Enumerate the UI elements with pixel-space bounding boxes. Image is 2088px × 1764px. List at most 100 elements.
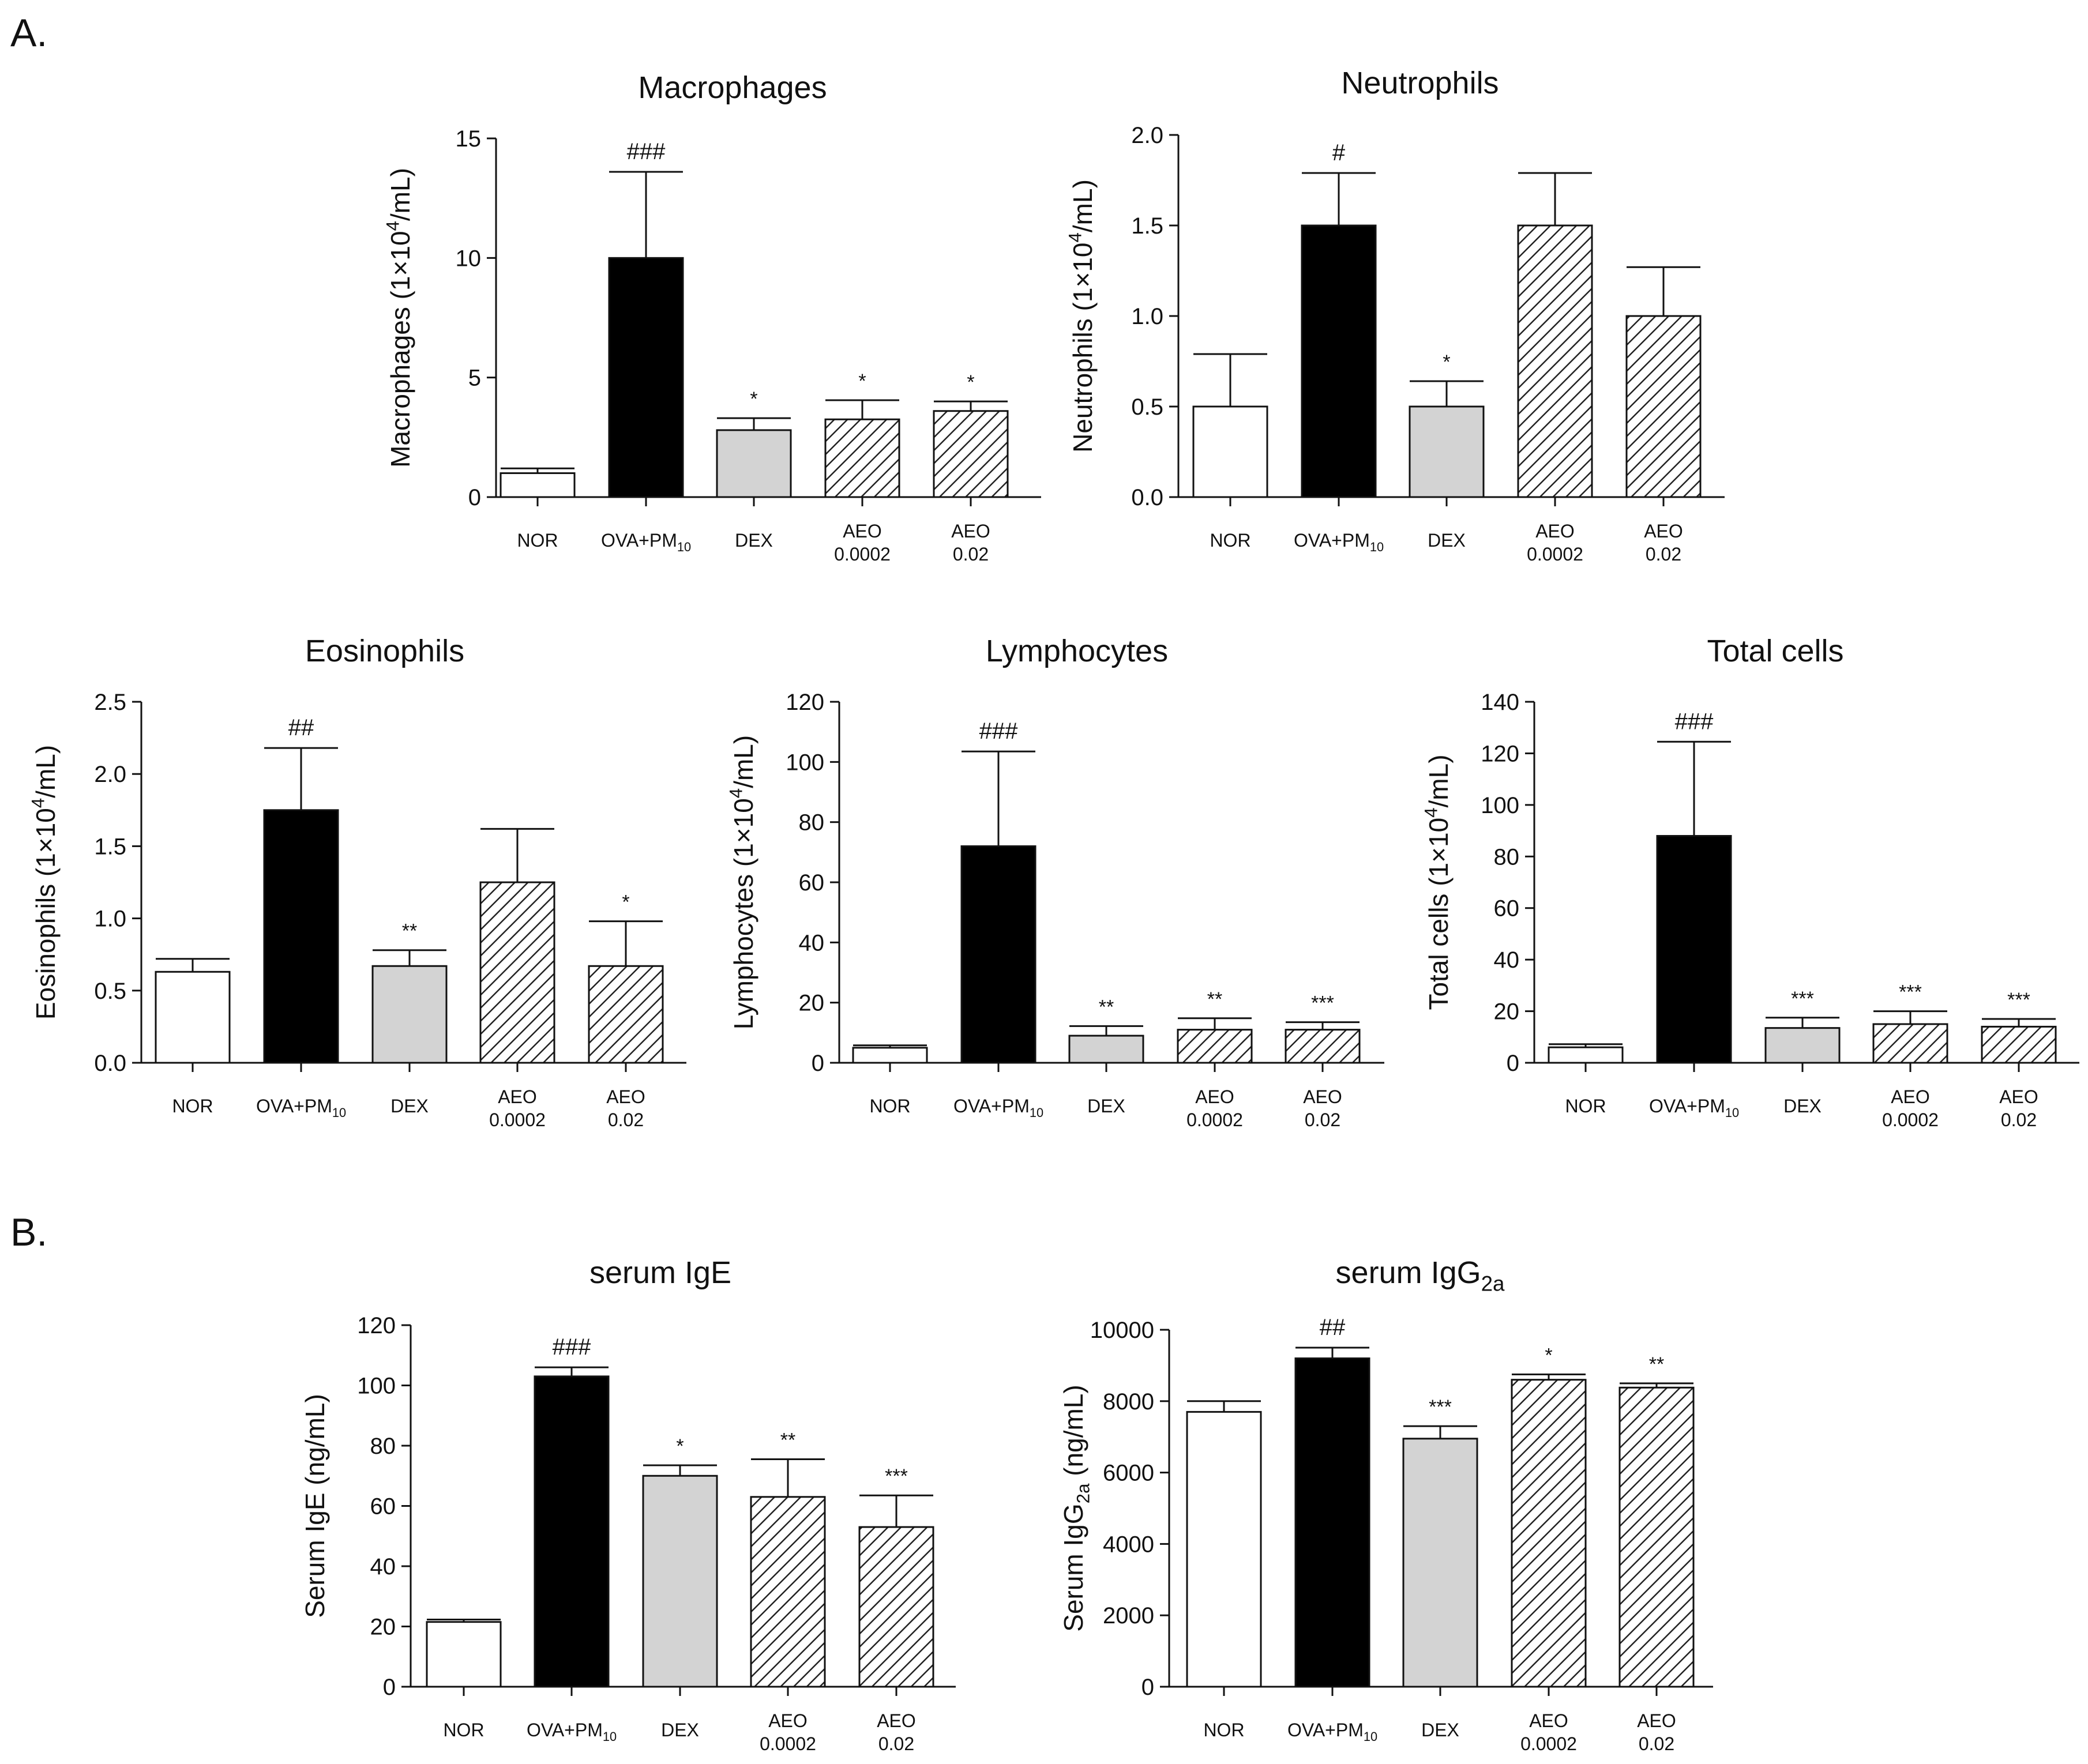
chart-title: Total cells [1707,634,1843,668]
y-axis-label: Eosinophils (1×104​/mL) [28,745,61,1020]
category-label: AEO 0.02 [877,1710,916,1754]
chart-eosinophils: Eosinophils Eosinophils (1×104​/mL) 0.0 0.5… [28,634,686,1130]
y-tick-label: 40 [1494,947,1520,973]
y-tick-label: 60 [370,1494,396,1519]
y-tick-label: 80 [799,810,825,836]
category-label: AEO 0.02 [951,521,990,565]
y-tick-label: 2.0 [1131,123,1163,148]
category-label: AEO 0.0002 [1882,1086,1939,1130]
bar [642,1475,718,1688]
y-tick-label: 2.0 [94,762,126,787]
category-label: NOR [869,1096,910,1116]
significance-label: ### [553,1334,591,1360]
significance-label: ### [979,719,1018,744]
category-label: NOR [172,1096,213,1116]
significance-label: ** [1649,1353,1664,1375]
chart-macrophages: Macrophages Macrophages (1×104​/mL) 0 5 10 15… [383,70,1041,565]
y-tick-label: 120 [1481,741,1519,766]
significance-label: *** [1311,992,1334,1014]
y-tick-label: 0.5 [1131,394,1163,420]
category-label: AEO 0.0002 [1520,1710,1577,1754]
significance-label: ### [627,139,666,164]
bar [1068,1035,1144,1064]
significance-label: * [622,892,629,913]
category-label: OVA+PM10​ [953,1096,1043,1120]
chart-lymphocytes: Lymphocytes Lymphocytes (1×104​/mL) 0 20 40 6… [726,634,1384,1130]
category-label: NOR [443,1720,484,1740]
chart-title: serum IgE [589,1255,731,1290]
significance-label: * [967,371,974,393]
significance-label: *** [2007,989,2030,1011]
significance-label: * [858,370,866,392]
category-label: AEO 0.02 [1303,1086,1342,1130]
bar [1192,405,1268,498]
y-tick-label: 2.5 [94,690,126,715]
y-axis-label: Serum IgG2a​ (ng/mL) [1058,1385,1094,1631]
significance-label: ** [780,1430,795,1451]
y-tick-label: 15 [456,126,482,152]
significance-label: *** [885,1465,908,1487]
significance-label: *** [1899,981,1922,1003]
y-tick-label: 120 [786,690,824,715]
y-tick-label: 1.0 [94,907,126,932]
chart-title: serum IgG2a​ [1336,1255,1505,1296]
y-tick-label: 0.5 [94,979,126,1004]
y-tick-label: 80 [370,1434,396,1459]
bar [750,1496,826,1688]
bar [1177,1029,1253,1064]
y-tick-label: 0 [468,485,481,510]
y-tick-label: 0 [1507,1051,1519,1076]
y-tick-label: 0 [1141,1675,1154,1700]
category-label: NOR [1565,1096,1606,1116]
panel-label-b: B. [10,1210,48,1254]
bar [534,1375,610,1688]
bar [371,965,448,1064]
significance-label: *** [1429,1396,1452,1418]
bar [858,1526,934,1688]
category-label: OVA+PM10​ [527,1720,617,1744]
y-tick-label: 100 [357,1374,396,1399]
y-tick-label: 8000 [1103,1389,1154,1415]
bar [1618,1386,1695,1688]
y-tick-label: 40 [370,1554,396,1579]
y-tick-label: 120 [357,1313,396,1338]
bar [1656,835,1732,1064]
bar [960,845,1037,1064]
y-tick-label: 10000 [1090,1318,1154,1343]
bar [1402,1438,1478,1688]
y-tick-label: 5 [468,366,481,391]
significance-label: # [1332,140,1346,166]
significance-label: * [750,388,757,410]
category-label: DEX [1087,1096,1125,1116]
panel-label-a: A. [10,11,48,55]
category-label: NOR [517,530,558,551]
category-label: AEO 0.0002 [834,521,891,565]
bar [933,410,1009,498]
bar [608,257,684,498]
y-axis-label: Total cells (1×104​/mL) [1421,754,1454,1010]
category-label: AEO 0.0002 [760,1710,816,1754]
chart-title: Macrophages [638,70,827,105]
bar [1511,1379,1587,1688]
bar [716,429,792,498]
y-tick-label: 0.0 [1131,485,1163,510]
category-label: OVA+PM10​ [601,530,691,554]
y-axis-label: Lymphocytes (1×104​/mL) [726,735,758,1029]
category-label: OVA+PM10​ [1294,530,1384,554]
y-tick-label: 1.0 [1131,304,1163,329]
category-label: AEO 0.0002 [489,1086,546,1130]
y-tick-label: 140 [1481,690,1519,715]
y-tick-label: 100 [1481,793,1519,818]
y-tick-label: 10 [456,246,482,271]
category-label: DEX [735,530,773,551]
y-axis-label: Macrophages (1×104​/mL) [383,168,415,468]
chart-serum-ige: serum IgE Serum IgE (ng/mL) 0 20 40 60 80 100 12… [300,1255,956,1754]
chart-title: Lymphocytes [986,634,1168,668]
category-label: AEO 0.0002 [1186,1086,1243,1130]
bar [1517,224,1593,498]
category-label: DEX [1428,530,1466,551]
bar [1409,405,1485,498]
category-label: AEO 0.02 [1644,521,1683,565]
category-label: OVA+PM10​ [1287,1720,1377,1744]
